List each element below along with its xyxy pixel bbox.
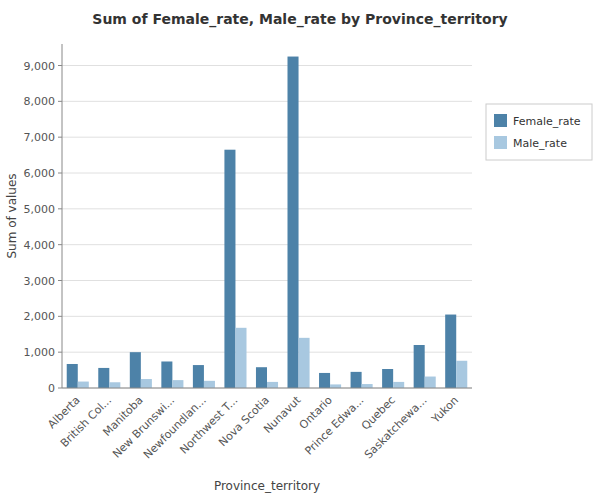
grid-line — [62, 65, 472, 66]
y-tick-label: 9,000 — [24, 60, 56, 73]
x-tick-label: Prince Edwa... — [302, 394, 366, 458]
bar — [319, 373, 330, 388]
legend-frame — [486, 104, 592, 160]
y-tick-label: 2,000 — [24, 310, 56, 323]
grid-line — [62, 137, 472, 138]
bars — [67, 57, 468, 388]
grid-line — [62, 280, 472, 281]
y-tick-label: 4,000 — [24, 239, 56, 252]
bar — [330, 384, 341, 388]
chart: 0 1,000 2,000 3,000 4,000 5,000 6,000 7,000 8,00… — [0, 0, 600, 500]
bar — [67, 364, 78, 388]
bar — [393, 382, 404, 388]
bar — [98, 368, 109, 388]
y-tick — [58, 280, 62, 281]
bar — [267, 382, 278, 388]
bar — [425, 377, 436, 388]
title: Sum of Female_rate, Male_rate by Provinc… — [92, 11, 507, 28]
bar — [256, 367, 267, 388]
grid-line — [62, 388, 472, 389]
y-axis-label: Sum of values — [5, 173, 19, 258]
bar — [351, 372, 362, 388]
x-tick-label: British Col... — [58, 394, 114, 450]
y-tick-label: 1,000 — [24, 346, 56, 359]
bar — [362, 384, 373, 388]
y-tick-label: 7,000 — [24, 131, 56, 144]
bar — [382, 369, 393, 388]
bar — [161, 361, 172, 388]
grid-line — [62, 316, 472, 317]
y-tick — [58, 208, 62, 209]
legend-swatch — [494, 136, 507, 149]
x-axis-label: Province_territory — [214, 479, 320, 493]
y-tick-label: 3,000 — [24, 275, 56, 288]
bar — [109, 382, 120, 388]
grid-line — [62, 173, 472, 174]
y-tick — [58, 316, 62, 317]
y-tick — [58, 352, 62, 353]
bar — [224, 150, 235, 388]
bar — [299, 338, 310, 388]
y-tick — [58, 101, 62, 102]
grid-line — [62, 101, 472, 102]
bar — [204, 381, 215, 388]
grid-line — [62, 352, 472, 353]
bar — [193, 365, 204, 388]
grid-line — [62, 244, 472, 245]
legend-swatch — [494, 114, 507, 127]
y-tick — [58, 388, 62, 389]
bar — [172, 380, 183, 388]
x-tick-label: Nunavut — [261, 393, 304, 436]
bar — [141, 379, 152, 388]
x-axis-line — [62, 388, 472, 389]
x-tick-label: Saskatchewa... — [362, 394, 430, 462]
bar — [235, 328, 246, 388]
y-tick-label: 5,000 — [24, 203, 56, 216]
y-tick — [58, 244, 62, 245]
grid-line — [62, 208, 472, 209]
bar — [445, 315, 456, 388]
x-tick-label: Yukon — [428, 394, 461, 427]
bar — [414, 345, 425, 388]
bar — [456, 361, 467, 388]
bar — [78, 382, 89, 388]
legend-label: Male_rate — [513, 137, 567, 150]
y-tick-label: 8,000 — [24, 95, 56, 108]
y-tick — [58, 65, 62, 66]
y-tick-label: 0 — [48, 382, 55, 395]
y-tick-label: 6,000 — [24, 167, 56, 180]
bar — [288, 57, 299, 388]
y-tick — [58, 173, 62, 174]
y-axis-line — [62, 44, 63, 388]
legend-label: Female_rate — [513, 115, 581, 128]
x-tick-label: Nova Scotia — [216, 394, 272, 450]
y-tick — [58, 137, 62, 138]
bar — [130, 352, 141, 388]
legend: Female_rate Male_rate — [486, 104, 592, 160]
